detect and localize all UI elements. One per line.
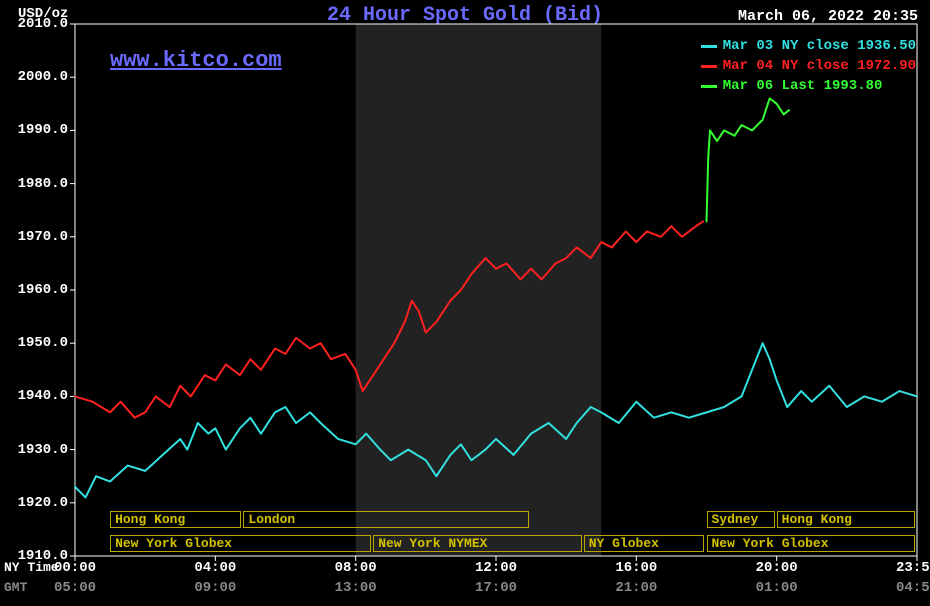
y-tick-label: 1930.0 bbox=[2, 442, 68, 458]
x-tick-gmt: 21:00 bbox=[615, 580, 657, 596]
legend-row: Mar 04 NY close 1972.90 bbox=[701, 56, 916, 76]
x-tick-ny: 12:00 bbox=[475, 560, 517, 576]
y-tick-label: 1920.0 bbox=[2, 495, 68, 511]
x-tick-gmt: 13:00 bbox=[335, 580, 377, 596]
legend-dash-icon bbox=[701, 65, 717, 68]
y-tick-label: 1980.0 bbox=[2, 176, 68, 192]
x-tick-ny: 04:00 bbox=[194, 560, 236, 576]
x-tick-gmt: 17:00 bbox=[475, 580, 517, 596]
y-tick-label: 2000.0 bbox=[2, 69, 68, 85]
x-tick-ny: 23:59 bbox=[896, 560, 930, 576]
x-tick-gmt: 05:00 bbox=[54, 580, 96, 596]
chart-container: 24 Hour Spot Gold (Bid) March 06, 2022 2… bbox=[0, 0, 930, 606]
legend-text: Mar 04 NY close 1972.90 bbox=[723, 56, 916, 76]
x-axis-label-ny: NY Time bbox=[4, 560, 59, 575]
legend-text: Mar 06 Last 1993.80 bbox=[723, 76, 883, 96]
legend-dash-icon bbox=[701, 45, 717, 48]
session-box: New York Globex bbox=[110, 535, 371, 552]
y-tick-label: 1960.0 bbox=[2, 282, 68, 298]
x-tick-ny: 16:00 bbox=[615, 560, 657, 576]
session-box: Hong Kong bbox=[777, 511, 915, 528]
y-tick-label: 1990.0 bbox=[2, 122, 68, 138]
legend-row: Mar 03 NY close 1936.50 bbox=[701, 36, 916, 56]
session-box: Hong Kong bbox=[110, 511, 241, 528]
y-tick-label: 1950.0 bbox=[2, 335, 68, 351]
legend-row: Mar 06 Last 1993.80 bbox=[701, 76, 916, 96]
x-tick-ny: 20:00 bbox=[756, 560, 798, 576]
x-tick-ny: 00:00 bbox=[54, 560, 96, 576]
x-tick-gmt: 01:00 bbox=[756, 580, 798, 596]
x-tick-gmt: 09:00 bbox=[194, 580, 236, 596]
y-tick-label: 1970.0 bbox=[2, 229, 68, 245]
session-box: New York NYMEX bbox=[373, 535, 582, 552]
x-axis-label-gmt: GMT bbox=[4, 580, 27, 595]
session-box: London bbox=[243, 511, 529, 528]
y-tick-label: 1940.0 bbox=[2, 388, 68, 404]
session-box: NY Globex bbox=[584, 535, 705, 552]
chart-legend: Mar 03 NY close 1936.50Mar 04 NY close 1… bbox=[701, 36, 916, 96]
y-tick-label: 2010.0 bbox=[2, 16, 68, 32]
legend-dash-icon bbox=[701, 85, 717, 88]
x-tick-gmt: 04:59 bbox=[896, 580, 930, 596]
x-tick-ny: 08:00 bbox=[335, 560, 377, 576]
session-box: Sydney bbox=[707, 511, 775, 528]
legend-text: Mar 03 NY close 1936.50 bbox=[723, 36, 916, 56]
session-box: New York Globex bbox=[707, 535, 916, 552]
